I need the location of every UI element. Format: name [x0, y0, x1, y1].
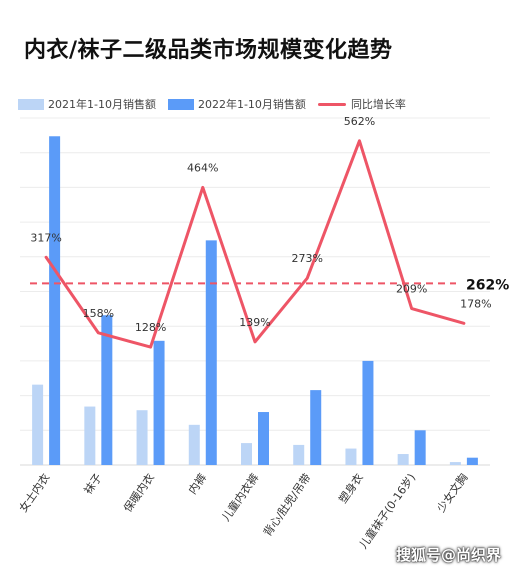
x-tick-label: 保暖内衣 [120, 471, 157, 515]
growth-data-label: 562% [344, 115, 375, 128]
growth-data-label: 209% [396, 283, 427, 296]
legend-item-2021: 2021年1-10月销售额 [18, 96, 156, 112]
bar-2022 [153, 340, 165, 465]
legend-swatch-growth [317, 102, 346, 106]
bar-2021 [32, 384, 44, 465]
growth-data-label: 464% [187, 161, 218, 174]
bar-2022 [258, 412, 269, 465]
average-line-label: 262% [466, 277, 509, 293]
x-tick-label: 儿童内衣裤 [218, 471, 261, 524]
bar-2021 [84, 406, 96, 465]
bar-2022 [466, 457, 478, 465]
x-tick-label: 背心/肚兜/吊带 [260, 471, 314, 539]
bar-2021 [241, 443, 252, 465]
bar-2022 [414, 430, 426, 465]
bar-2022 [362, 360, 374, 465]
growth-data-label: 128% [135, 321, 166, 334]
bar-2021 [397, 454, 409, 465]
legend-item-2022: 2022年1-10月销售额 [167, 96, 306, 112]
average-line-layer: 262% [30, 277, 509, 293]
x-tick-label: 内裤 [185, 471, 209, 497]
bar-2022 [49, 136, 61, 465]
legend-swatch-2021 [18, 98, 44, 110]
legend-label-2021: 2021年1-10月销售额 [48, 98, 156, 111]
bar-2021 [188, 424, 200, 465]
watermark: 搜狐号@尚织界 [395, 546, 501, 564]
legend-swatch-2022 [167, 98, 194, 110]
legend: 2021年1-10月销售额 2022年1-10月销售额 同比增长率 [18, 96, 418, 112]
bars-layer [32, 136, 478, 465]
growth-data-label: 158% [83, 307, 114, 320]
x-tick-label: 女士内衣 [16, 471, 53, 515]
data-labels-layer: 317% 158% 128% 464% 139% 273% 562% 209% 178% [30, 115, 491, 334]
bar-2022 [310, 390, 322, 465]
bar-2022 [205, 240, 217, 465]
growth-data-label: 178% [460, 297, 491, 310]
bar-2021 [293, 444, 305, 465]
growth-line-layer [44, 139, 466, 349]
bar-2022 [101, 315, 113, 465]
bar-2021 [136, 410, 148, 465]
x-tick-label: 袜子 [81, 471, 105, 497]
x-tick-label: 塑身衣 [336, 471, 366, 506]
growth-line [44, 139, 466, 349]
x-tick-label: 少女文胸 [434, 471, 471, 515]
growth-data-label: 273% [291, 252, 322, 265]
legend-label-growth: 同比增长率 [350, 98, 406, 111]
chart-title: 内衣/袜子二级品类市场规模变化趋势 [24, 38, 393, 63]
legend-label-2022: 2022年1-10月销售额 [197, 98, 306, 111]
growth-data-label: 139% [239, 316, 270, 329]
bar-2021 [449, 462, 461, 465]
legend-item-growth: 同比增长率 [317, 96, 406, 112]
x-tick-label: 儿童袜子(0-16岁) [356, 471, 418, 552]
bar-2021 [345, 448, 357, 465]
grid-layer [20, 117, 490, 466]
growth-data-label: 317% [30, 231, 61, 244]
